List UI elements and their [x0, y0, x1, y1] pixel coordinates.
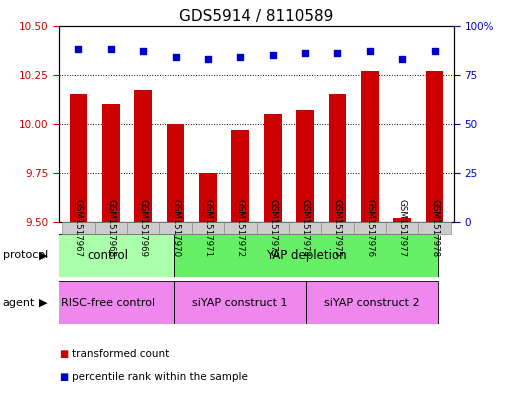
- Point: [301, 50, 309, 56]
- Text: ■: ■: [59, 372, 68, 382]
- Text: GSM1517970: GSM1517970: [171, 199, 180, 257]
- Title: GDS5914 / 8110589: GDS5914 / 8110589: [180, 9, 333, 24]
- Bar: [361, 71, 379, 222]
- Point: [107, 46, 115, 52]
- Bar: [43, 234, 174, 277]
- Text: RISC-free control: RISC-free control: [62, 298, 155, 308]
- Text: siYAP construct 1: siYAP construct 1: [192, 298, 288, 308]
- Text: ■: ■: [59, 349, 68, 359]
- Bar: [393, 218, 411, 222]
- Text: agent: agent: [3, 298, 35, 308]
- Text: protocol: protocol: [3, 250, 48, 261]
- Point: [366, 48, 374, 54]
- Text: GSM1517977: GSM1517977: [398, 199, 407, 257]
- Text: GSM1517969: GSM1517969: [139, 199, 148, 257]
- Text: GSM1517978: GSM1517978: [430, 199, 439, 257]
- Bar: [43, 281, 174, 324]
- Point: [269, 52, 277, 58]
- Point: [236, 54, 244, 60]
- Text: GSM1517973: GSM1517973: [268, 199, 277, 257]
- Text: GSM1517976: GSM1517976: [365, 199, 374, 257]
- Text: ▶: ▶: [40, 298, 48, 308]
- Text: GSM1517968: GSM1517968: [106, 199, 115, 257]
- Point: [398, 56, 406, 62]
- Bar: [174, 234, 438, 277]
- Bar: [134, 90, 152, 222]
- Text: YAP depletion: YAP depletion: [266, 249, 346, 262]
- Text: GSM1517975: GSM1517975: [333, 199, 342, 257]
- Bar: [264, 114, 282, 222]
- Bar: [296, 110, 314, 222]
- Text: ▶: ▶: [40, 250, 48, 261]
- Bar: [328, 94, 346, 222]
- Text: GSM1517971: GSM1517971: [204, 199, 212, 257]
- Text: GSM1517967: GSM1517967: [74, 199, 83, 257]
- Bar: [306, 281, 438, 324]
- Text: percentile rank within the sample: percentile rank within the sample: [72, 372, 248, 382]
- Bar: [70, 94, 87, 222]
- Point: [204, 56, 212, 62]
- Point: [430, 48, 439, 54]
- Point: [333, 50, 342, 56]
- Bar: [174, 281, 306, 324]
- Point: [139, 48, 147, 54]
- Point: [74, 46, 83, 52]
- Text: control: control: [88, 249, 129, 262]
- Text: GSM1517974: GSM1517974: [301, 199, 309, 257]
- Text: siYAP construct 2: siYAP construct 2: [324, 298, 420, 308]
- Bar: [199, 173, 217, 222]
- Text: GSM1517972: GSM1517972: [236, 199, 245, 257]
- Bar: [167, 124, 185, 222]
- Bar: [231, 130, 249, 222]
- Point: [171, 54, 180, 60]
- Text: transformed count: transformed count: [72, 349, 169, 359]
- Bar: [426, 71, 443, 222]
- Bar: [102, 104, 120, 222]
